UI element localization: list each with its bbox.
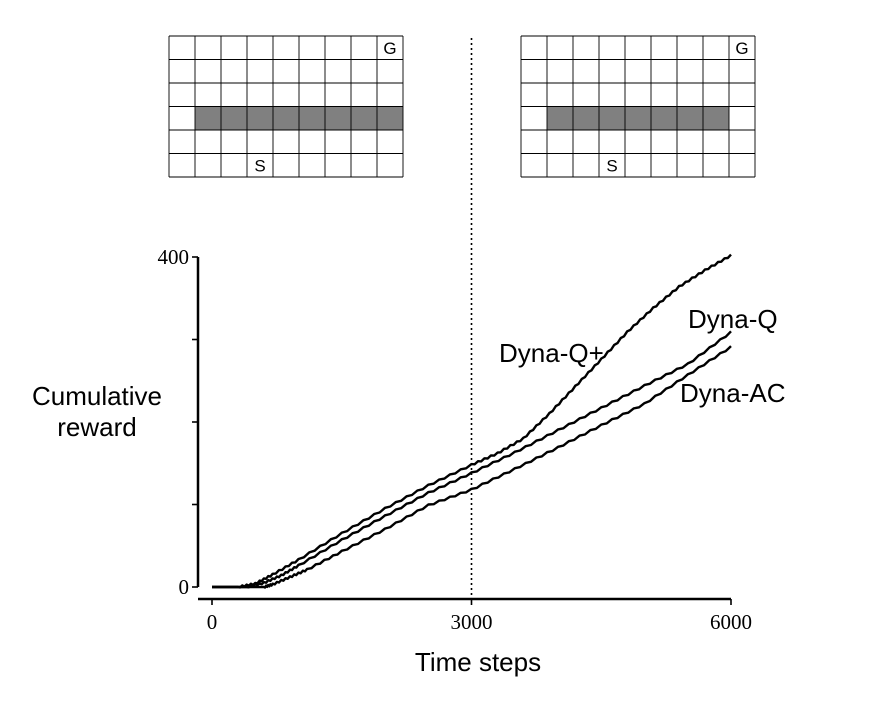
wall-cell — [325, 106, 351, 130]
wall-cell — [651, 106, 677, 130]
x-tick-label: 3000 — [451, 610, 493, 634]
wall-cell — [247, 106, 273, 130]
goal-label: G — [735, 39, 748, 58]
wall-cell — [221, 106, 247, 130]
series-line-dyna-ac — [212, 345, 732, 589]
wall-cell — [703, 106, 729, 130]
wall-cell — [195, 106, 221, 130]
cumulative-reward-chart: 0 400 0 3000 6000 Time steps Cumulative reward D… — [32, 38, 785, 677]
wall-cell — [273, 106, 299, 130]
wall-cell — [299, 106, 325, 130]
wall-cell — [599, 106, 625, 130]
wall-cell — [547, 106, 573, 130]
y-tick-label: 0 — [179, 575, 190, 599]
wall-cell — [677, 106, 703, 130]
wall-cell — [377, 106, 403, 130]
y-tick-label: 400 — [158, 245, 190, 269]
x-tick-label: 6000 — [710, 610, 752, 634]
gridworld-before: GS — [168, 35, 404, 178]
y-axis-title-line: reward — [57, 412, 136, 442]
series-label: Dyna-AC — [680, 378, 785, 408]
y-axis-title-line: Cumulative — [32, 381, 162, 411]
gridworld-after: GS — [520, 35, 756, 178]
wall-cell — [573, 106, 599, 130]
x-tick-label: 0 — [207, 610, 218, 634]
start-label: S — [254, 156, 265, 175]
series-line-dyna-q — [212, 330, 732, 589]
start-label: S — [606, 156, 617, 175]
x-axis-title: Time steps — [415, 647, 541, 677]
goal-label: G — [383, 39, 396, 58]
series-line-dyna-q- — [212, 253, 732, 589]
series-label: Dyna-Q — [688, 304, 778, 334]
wall-cell — [625, 106, 651, 130]
series-label: Dyna-Q+ — [499, 338, 604, 368]
wall-cell — [351, 106, 377, 130]
y-axis-title: Cumulative reward — [32, 381, 162, 442]
